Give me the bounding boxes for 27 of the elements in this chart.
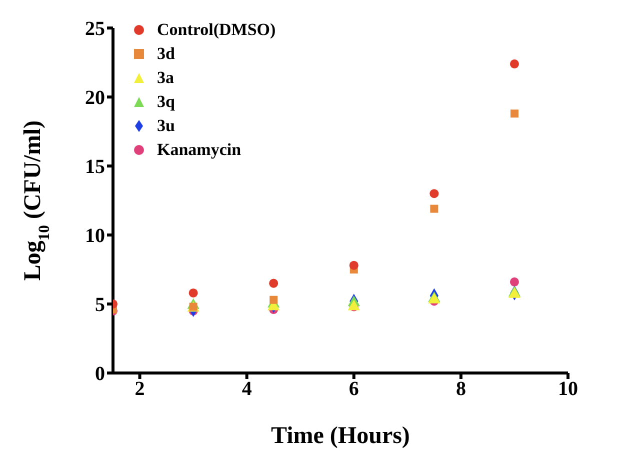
point — [269, 278, 278, 288]
legend-label: 3a — [157, 67, 174, 89]
y-tick-label: 25 — [85, 18, 105, 40]
y-tick-label: 0 — [95, 363, 105, 386]
point — [349, 260, 358, 270]
point — [188, 288, 198, 298]
point — [510, 59, 519, 68]
point — [510, 110, 518, 118]
point — [430, 204, 438, 213]
y-tick-label: 20 — [85, 87, 105, 110]
x-axis-title: Time (Hours) — [271, 423, 410, 449]
legend-label: 3u — [157, 115, 175, 137]
x-tick-label: 10 — [558, 378, 578, 400]
point — [270, 296, 278, 304]
point — [510, 277, 519, 286]
x-tick-label: 8 — [456, 378, 466, 400]
legend-label: 3q — [157, 91, 175, 113]
y-tick-label: 10 — [85, 225, 105, 248]
legend-label: 3d — [157, 43, 175, 65]
legend-label: Control(DMSO) — [157, 19, 276, 41]
legend-label: Kanamycin — [157, 139, 242, 161]
x-tick-label: 6 — [348, 378, 359, 400]
y-tick-label: 5 — [95, 294, 105, 316]
x-tick-label: 2 — [134, 378, 145, 400]
point — [430, 189, 439, 198]
x-tick-label: 4 — [242, 378, 252, 400]
y-tick-label: 15 — [85, 156, 105, 178]
